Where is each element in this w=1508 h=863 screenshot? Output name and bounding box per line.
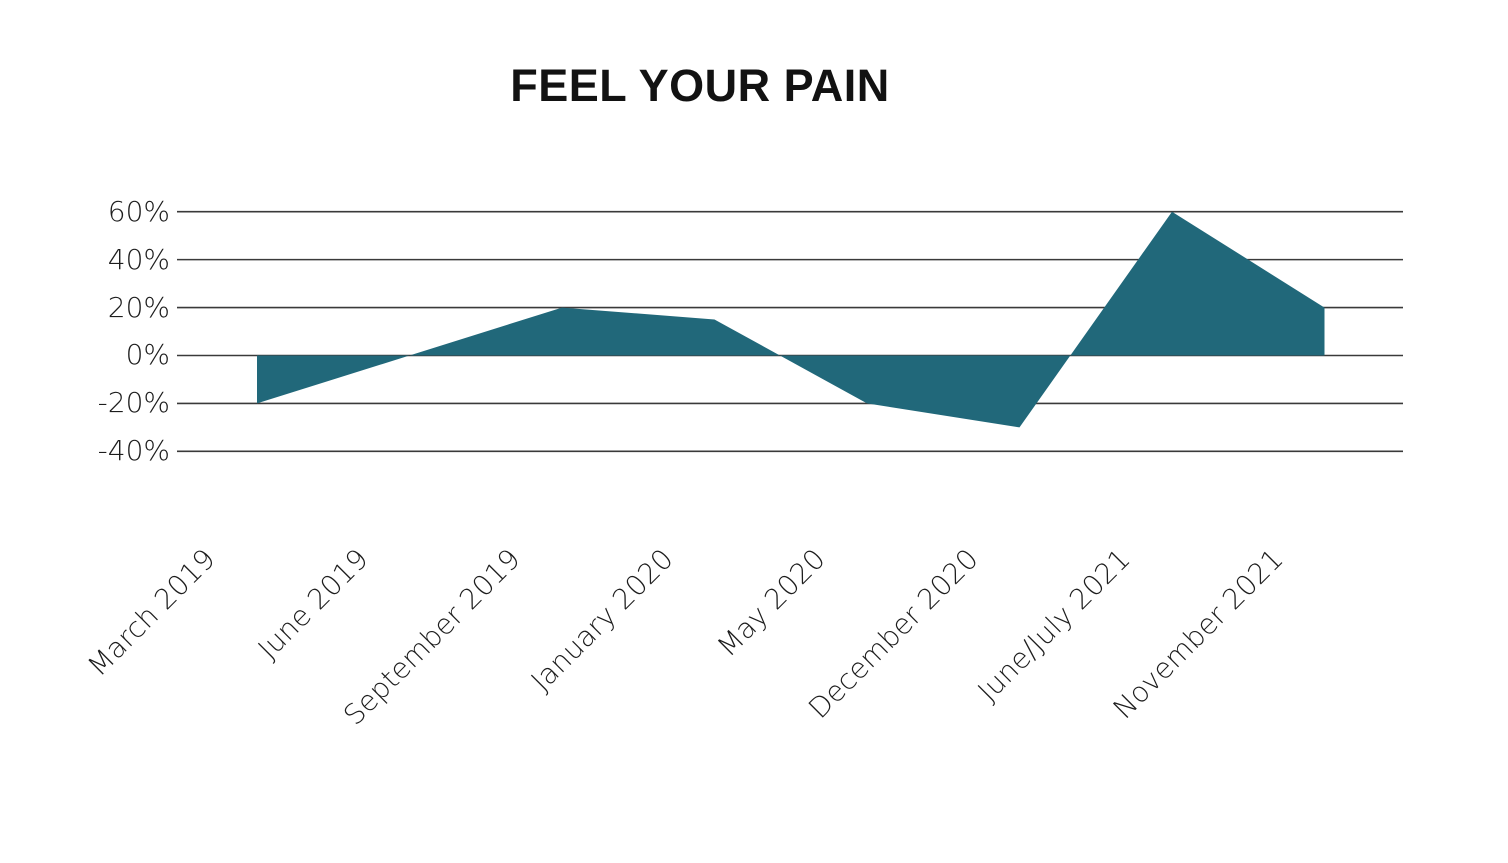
- y-tick-label-40: 40%: [107, 242, 170, 276]
- y-tick-label--20: -20%: [97, 386, 170, 420]
- chart-title: FEEL YOUR PAIN: [510, 60, 890, 111]
- y-tick-label-20: 20%: [107, 290, 170, 324]
- y-tick-label-0: 0%: [125, 338, 170, 372]
- x-tick-label-5: May 2020: [710, 542, 832, 664]
- chart-canvas: [177, 210, 1403, 453]
- x-tick-label-8: November 2021: [1106, 542, 1290, 726]
- area-series: [257, 211, 1325, 428]
- y-tick-label--40: -40%: [97, 434, 170, 468]
- x-tick-label-2: June 2019: [250, 542, 375, 666]
- x-tick-label-3: September 2019: [337, 542, 527, 732]
- area-chart-plot: [177, 190, 1403, 480]
- x-tick-label-7: June/July 2021: [971, 542, 1137, 708]
- y-tick-label-60: 60%: [107, 194, 170, 228]
- x-tick-label-4: January 2020: [524, 542, 680, 698]
- x-tick-label-6: December 2020: [801, 542, 985, 725]
